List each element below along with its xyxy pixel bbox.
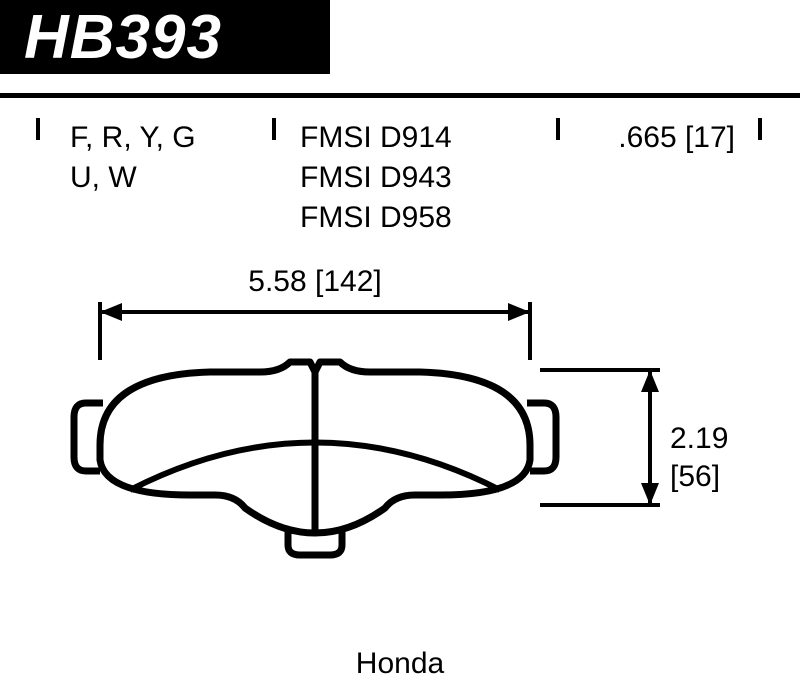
- fmsi-line: FMSI D958: [300, 198, 452, 238]
- column-tick: [272, 118, 276, 140]
- height-mm: [56]: [670, 458, 760, 496]
- thickness-value: .665 [17]: [618, 118, 735, 158]
- diagram: 5.58 [142]: [0, 265, 800, 675]
- fmsi-line: FMSI D914: [300, 118, 452, 158]
- height-inches: 2.19: [670, 420, 760, 458]
- column-tick: [758, 118, 762, 140]
- brand-label: Honda: [0, 647, 800, 681]
- part-number-tab: HB393: [0, 0, 330, 74]
- compounds-line: F, R, Y, G: [70, 118, 196, 158]
- brake-pad-outline: [74, 362, 556, 555]
- header: HB393: [0, 0, 800, 98]
- compounds-column: F, R, Y, G U, W: [70, 118, 196, 198]
- column-tick: [36, 118, 40, 140]
- height-dimension-label: 2.19 [56]: [670, 420, 760, 496]
- fmsi-column: FMSI D914 FMSI D943 FMSI D958: [300, 118, 452, 238]
- column-tick: [556, 118, 560, 140]
- compounds-line: U, W: [70, 158, 196, 198]
- part-number: HB393: [24, 2, 222, 73]
- width-arrow: [100, 302, 530, 360]
- header-rule: [0, 93, 800, 98]
- fmsi-line: FMSI D943: [300, 158, 452, 198]
- thickness-column: .665 [17]: [618, 118, 735, 158]
